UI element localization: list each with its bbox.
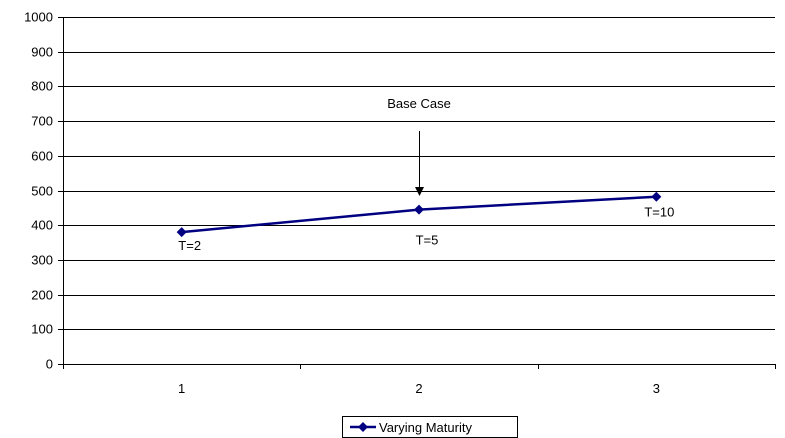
data-point-marker	[651, 191, 662, 202]
y-axis-ticks: 0 100 200 300 400 500 600 700 800 900 1000	[24, 10, 63, 372]
annotation-label: Base Case	[387, 96, 451, 111]
series-group: T=2 T=5 T=10	[176, 191, 674, 253]
data-point-label: T=10	[644, 205, 674, 220]
y-tick-label: 400	[31, 218, 53, 233]
legend-swatch-marker	[358, 422, 368, 432]
y-tick-label: 700	[31, 114, 53, 129]
data-point-label: T=2	[178, 238, 201, 253]
y-tick-label: 300	[31, 253, 53, 268]
data-point-marker	[414, 204, 424, 215]
x-axis-ticks: 1 2 3	[63, 364, 776, 396]
axes	[63, 17, 775, 365]
y-tick-label: 800	[31, 79, 53, 94]
legend-label: Varying Maturity	[379, 420, 472, 435]
y-tick-label: 600	[31, 149, 53, 164]
data-point-marker	[176, 227, 187, 238]
y-tick-label: 200	[31, 288, 53, 303]
data-point-label: T=5	[416, 233, 439, 248]
y-tick-label: 0	[46, 357, 53, 372]
x-tick-label: 2	[415, 381, 422, 396]
y-tick-label: 500	[31, 184, 53, 199]
y-tick-label: 900	[31, 45, 53, 60]
x-tick-label: 1	[178, 381, 185, 396]
y-tick-label: 1000	[24, 10, 53, 25]
y-tick-label: 100	[31, 322, 53, 337]
annotation-arrow-head	[415, 187, 424, 196]
x-tick-label: 3	[653, 381, 660, 396]
annotations-group: Base Case	[387, 96, 451, 196]
legend: Varying Maturity	[342, 416, 518, 438]
